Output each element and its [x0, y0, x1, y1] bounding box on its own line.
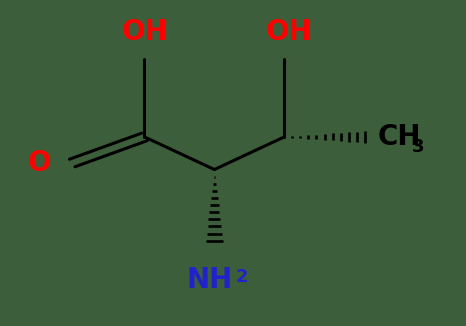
Text: NH: NH [186, 266, 233, 294]
Text: 2: 2 [235, 268, 248, 286]
Text: CH: CH [377, 123, 421, 151]
Text: 3: 3 [412, 138, 425, 156]
Text: OH: OH [121, 18, 168, 46]
Text: O: O [28, 149, 51, 177]
Text: OH: OH [266, 18, 312, 46]
